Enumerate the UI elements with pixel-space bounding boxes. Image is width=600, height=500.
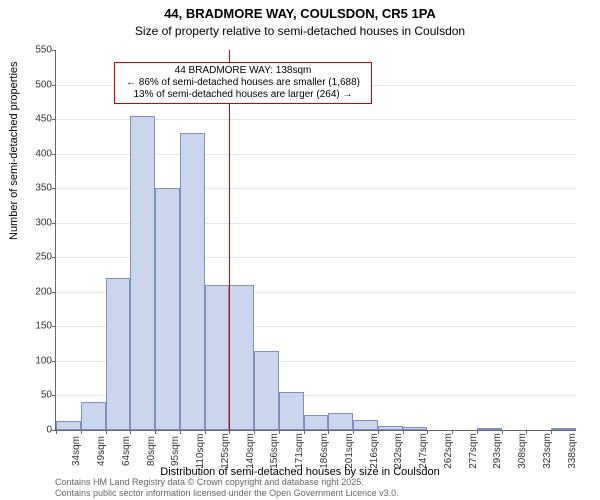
x-tick-label: 110sqm bbox=[195, 434, 206, 469]
histogram-bar bbox=[279, 392, 304, 430]
y-tick-mark bbox=[52, 154, 56, 155]
x-tick-label: 125sqm bbox=[220, 433, 231, 469]
plot-area: 05010015020025030035040045050055044 BRAD… bbox=[55, 50, 576, 431]
x-tick-label: 80sqm bbox=[146, 436, 157, 466]
histogram-bar bbox=[81, 402, 106, 430]
histogram-bar bbox=[130, 116, 155, 430]
y-tick-label: 500 bbox=[26, 79, 52, 90]
x-tick-label: 186sqm bbox=[319, 433, 330, 469]
y-tick-mark bbox=[52, 326, 56, 327]
chart-subtitle: Size of property relative to semi-detach… bbox=[0, 24, 600, 38]
y-tick-label: 250 bbox=[26, 252, 52, 263]
x-tick-mark bbox=[403, 430, 404, 434]
histogram-bar bbox=[304, 415, 329, 430]
x-tick-mark bbox=[526, 430, 527, 434]
y-tick-label: 50 bbox=[26, 390, 52, 401]
y-tick-mark bbox=[52, 50, 56, 51]
x-tick-mark bbox=[353, 430, 354, 434]
annotation-line: ← 86% of semi-detached houses are smalle… bbox=[119, 77, 367, 89]
attribution-text: Contains HM Land Registry data © Crown c… bbox=[55, 477, 399, 498]
x-tick-mark bbox=[452, 430, 453, 434]
histogram-bar bbox=[328, 413, 353, 430]
y-tick-label: 450 bbox=[26, 114, 52, 125]
x-tick-mark bbox=[551, 430, 552, 434]
x-tick-mark bbox=[229, 430, 230, 434]
histogram-bar bbox=[551, 428, 576, 430]
x-tick-label: 201sqm bbox=[344, 433, 355, 469]
y-tick-mark bbox=[52, 361, 56, 362]
x-tick-label: 293sqm bbox=[492, 433, 503, 469]
y-tick-mark bbox=[52, 85, 56, 86]
annotation-line: 44 BRADMORE WAY: 138sqm bbox=[119, 65, 367, 77]
y-tick-label: 400 bbox=[26, 148, 52, 159]
x-tick-mark bbox=[155, 430, 156, 434]
annotation-line: 13% of semi-detached houses are larger (… bbox=[119, 89, 367, 101]
y-tick-label: 550 bbox=[26, 45, 52, 56]
x-axis-label: Distribution of semi-detached houses by … bbox=[0, 466, 600, 478]
histogram-bar bbox=[155, 188, 180, 430]
x-tick-mark bbox=[477, 430, 478, 434]
histogram-bar bbox=[477, 428, 502, 430]
y-tick-label: 150 bbox=[26, 321, 52, 332]
x-tick-label: 49sqm bbox=[96, 436, 107, 466]
x-tick-label: 95sqm bbox=[170, 436, 181, 466]
y-tick-mark bbox=[52, 292, 56, 293]
x-tick-label: 34sqm bbox=[71, 436, 82, 466]
histogram-bar bbox=[254, 351, 279, 430]
x-tick-label: 64sqm bbox=[121, 436, 132, 466]
x-tick-label: 171sqm bbox=[294, 433, 305, 469]
y-tick-mark bbox=[52, 257, 56, 258]
y-tick-label: 0 bbox=[26, 425, 52, 436]
x-tick-mark bbox=[304, 430, 305, 434]
histogram-bar bbox=[106, 278, 131, 430]
x-tick-mark bbox=[106, 430, 107, 434]
histogram-bar bbox=[205, 285, 230, 430]
x-tick-label: 338sqm bbox=[567, 433, 578, 469]
y-tick-mark bbox=[52, 119, 56, 120]
x-tick-mark bbox=[328, 430, 329, 434]
x-tick-mark bbox=[56, 430, 57, 434]
reference-line bbox=[229, 50, 230, 430]
chart-title: 44, BRADMORE WAY, COULSDON, CR5 1PA bbox=[0, 6, 600, 21]
y-tick-label: 300 bbox=[26, 217, 52, 228]
y-axis-label: Number of semi-detached properties bbox=[8, 61, 20, 240]
x-tick-label: 156sqm bbox=[269, 433, 280, 469]
x-tick-label: 277sqm bbox=[468, 433, 479, 469]
histogram-bar bbox=[378, 426, 403, 430]
x-tick-label: 216sqm bbox=[369, 433, 380, 469]
x-tick-label: 262sqm bbox=[443, 433, 454, 469]
x-tick-label: 247sqm bbox=[418, 433, 429, 469]
histogram-bar bbox=[180, 133, 205, 430]
y-tick-mark bbox=[52, 395, 56, 396]
x-tick-label: 308sqm bbox=[517, 433, 528, 469]
y-tick-label: 200 bbox=[26, 286, 52, 297]
annotation-box: 44 BRADMORE WAY: 138sqm← 86% of semi-det… bbox=[114, 62, 372, 104]
x-tick-mark bbox=[502, 430, 503, 434]
x-tick-mark bbox=[279, 430, 280, 434]
x-tick-mark bbox=[81, 430, 82, 434]
chart-container: 44, BRADMORE WAY, COULSDON, CR5 1PA Size… bbox=[0, 0, 600, 500]
histogram-bar bbox=[56, 421, 81, 430]
x-tick-mark bbox=[180, 430, 181, 434]
x-tick-label: 140sqm bbox=[245, 433, 256, 469]
x-tick-mark bbox=[378, 430, 379, 434]
x-tick-mark bbox=[205, 430, 206, 434]
x-tick-mark bbox=[254, 430, 255, 434]
y-tick-label: 100 bbox=[26, 355, 52, 366]
histogram-bar bbox=[403, 427, 428, 430]
attribution-line: Contains public sector information licen… bbox=[55, 488, 399, 498]
histogram-bar bbox=[353, 420, 378, 430]
x-tick-label: 232sqm bbox=[393, 433, 404, 469]
histogram-bar bbox=[229, 285, 254, 430]
attribution-line: Contains HM Land Registry data © Crown c… bbox=[55, 477, 399, 487]
x-tick-label: 323sqm bbox=[542, 433, 553, 469]
y-tick-mark bbox=[52, 188, 56, 189]
x-tick-mark bbox=[427, 430, 428, 434]
y-tick-label: 350 bbox=[26, 183, 52, 194]
x-tick-mark bbox=[130, 430, 131, 434]
y-tick-mark bbox=[52, 223, 56, 224]
